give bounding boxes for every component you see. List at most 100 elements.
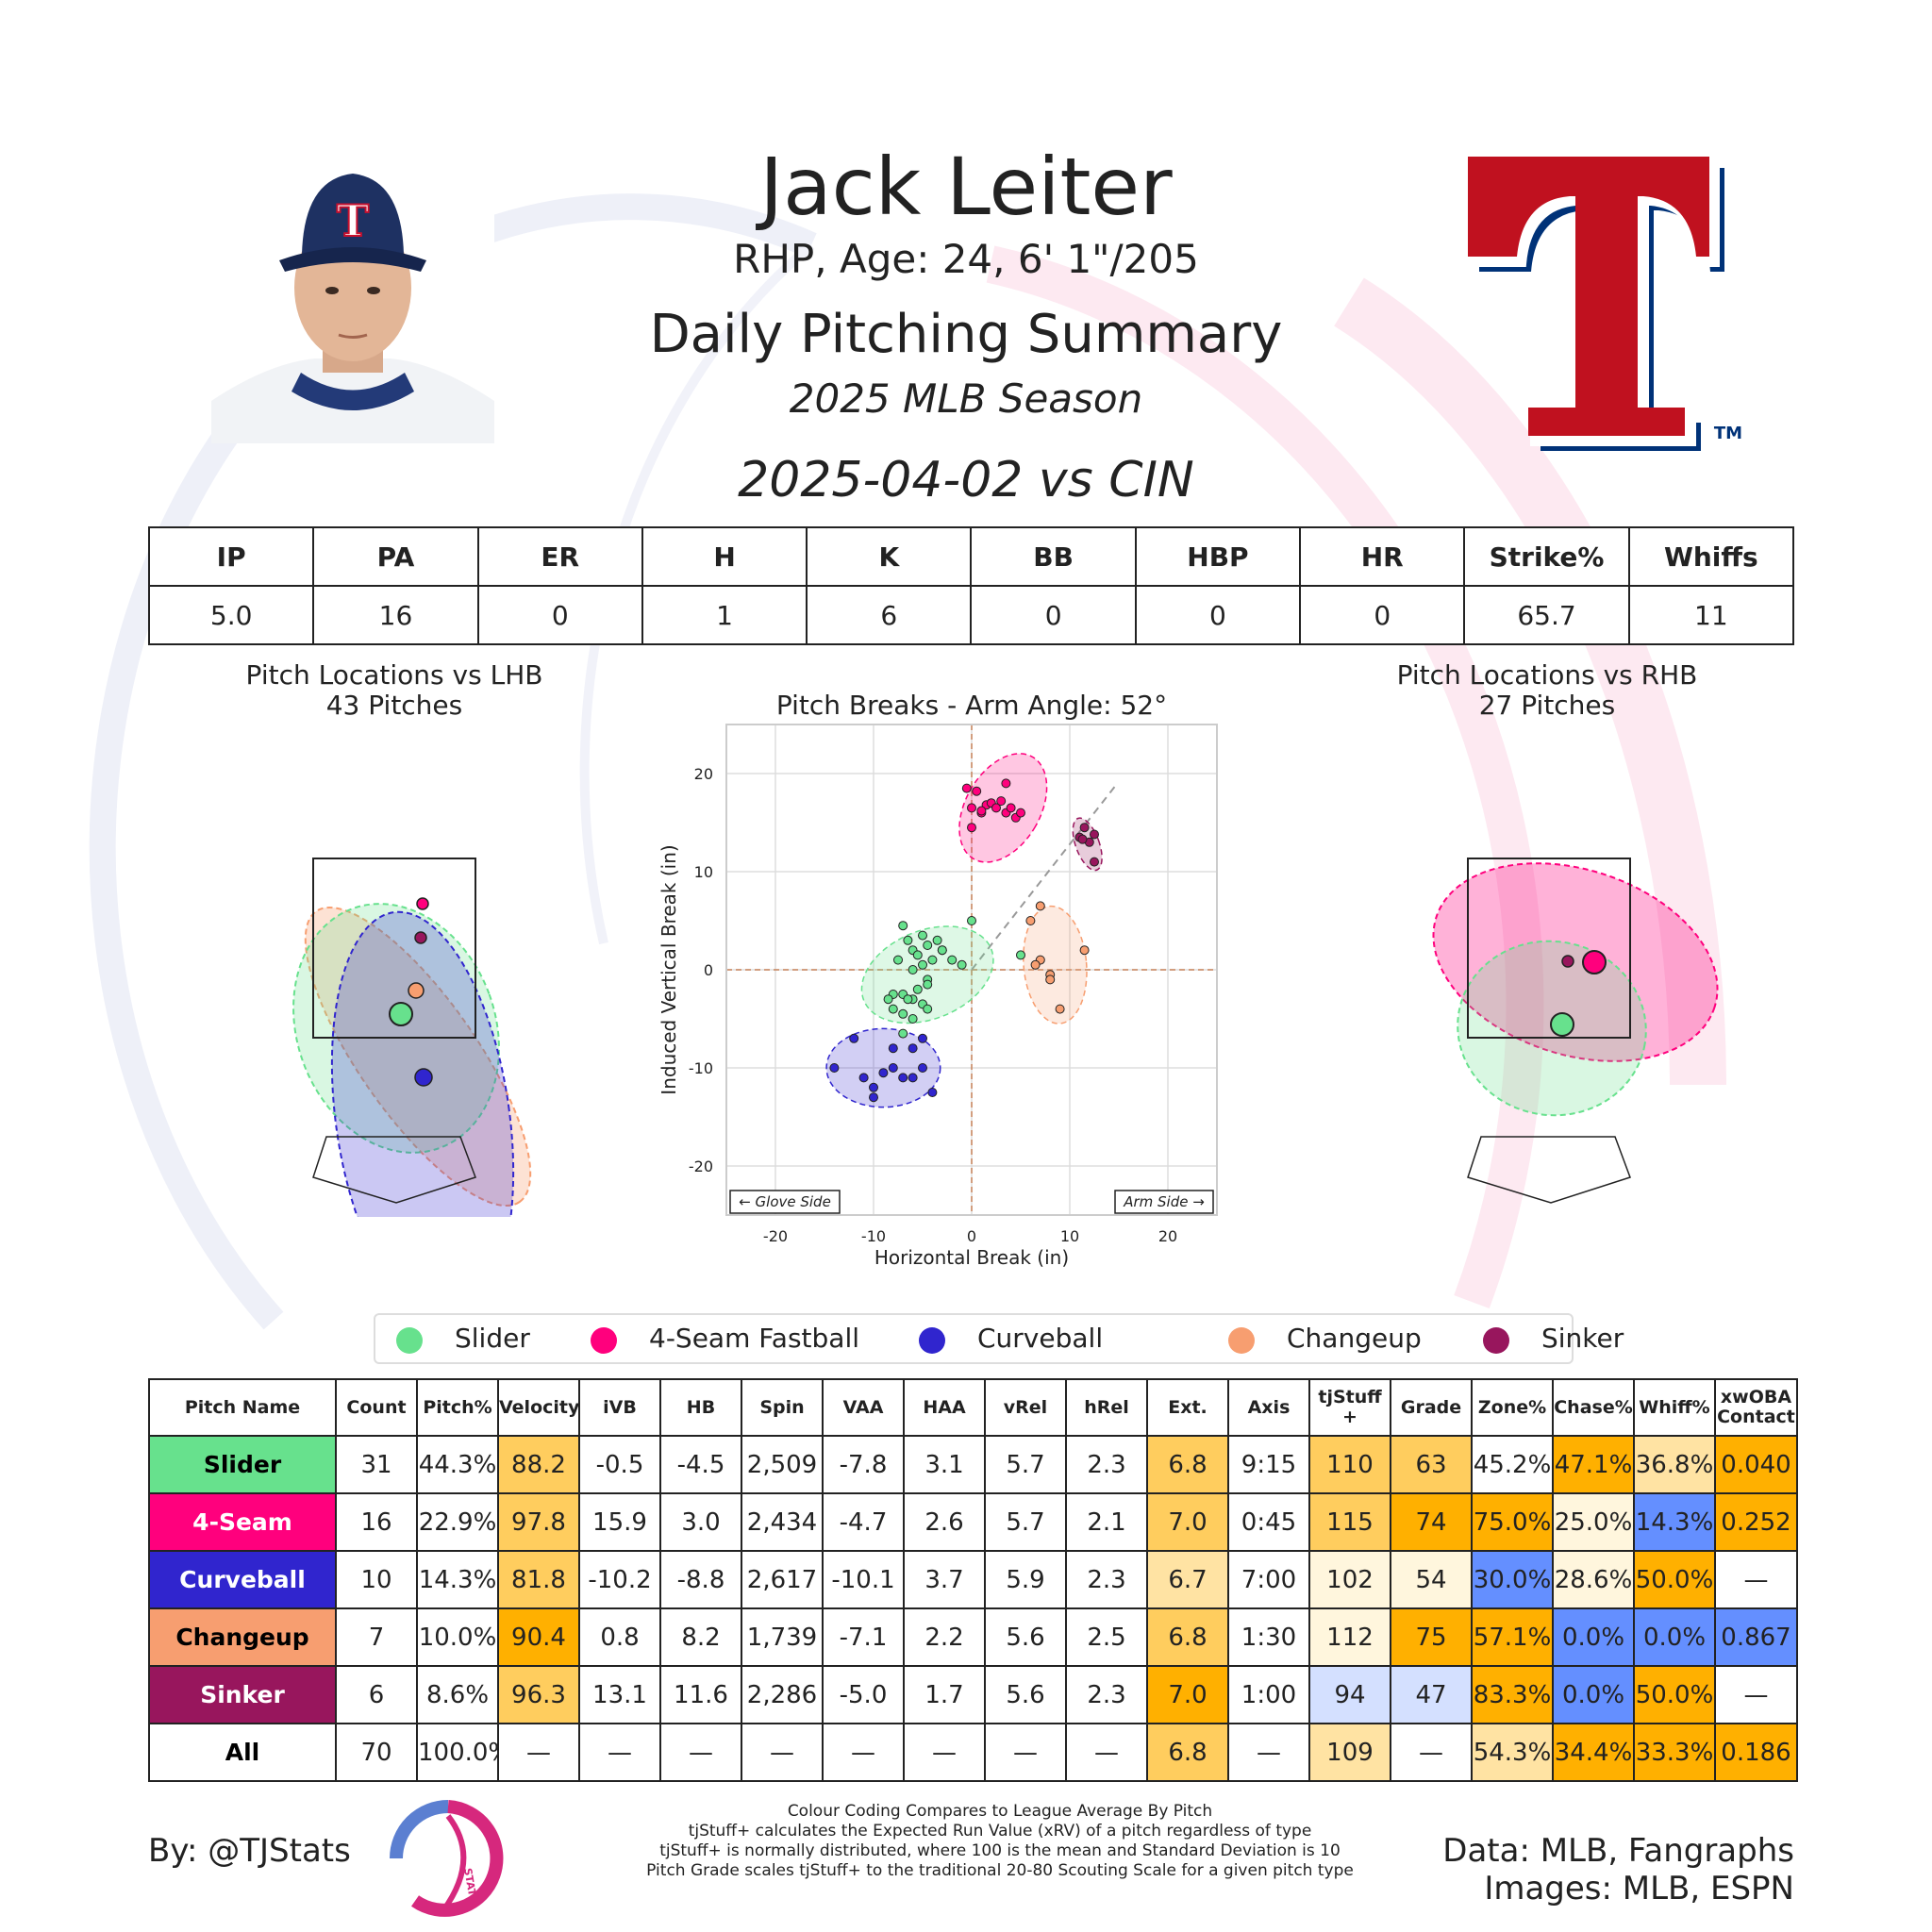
lhb-curveball-point (414, 1068, 433, 1087)
legend-label: 4-Seam Fastball (649, 1323, 860, 1354)
lhb-sinker-point (414, 931, 427, 944)
game-line-value-row: 5.0 16 0 1 6 0 0 0 65.7 11 (147, 585, 1795, 645)
pitch-metric-cell: 25.0% (1552, 1492, 1635, 1552)
pitch-metrics-table: Pitch Name Count Pitch% Velocity iVB HB Spin VA… (148, 1378, 1798, 1782)
changeup-break-point (1055, 1004, 1065, 1014)
slider-break-point (903, 994, 913, 1005)
pitch-metric-cell: 34.4% (1552, 1723, 1635, 1782)
pitch-metric-cell: 102 (1308, 1550, 1391, 1609)
pitch-table-header: hRel (1065, 1378, 1148, 1437)
player-name: Jack Leiter (759, 141, 1173, 233)
pitch-metric-cell: 50.0% (1633, 1550, 1716, 1609)
pitch-metric-cell: 16 (335, 1492, 418, 1552)
arm-side-box (1114, 1190, 1214, 1214)
pitch-metric-cell: 1.7 (903, 1665, 986, 1724)
slider-break-point (923, 941, 933, 950)
glove-side-box (729, 1190, 841, 1214)
pitch-metric-cell: 94 (1308, 1665, 1391, 1724)
lhb-count: 43 Pitches (325, 690, 463, 721)
x-axis-label: Horizontal Break (in) (874, 1246, 1069, 1269)
y-tick-label: -20 (689, 1158, 713, 1175)
pitch-table-header: HB (659, 1378, 742, 1437)
pitch-metric-cell: 45.2% (1471, 1435, 1554, 1494)
4-seam-fastball-break-point (1001, 778, 1011, 789)
game-line-header: H (641, 526, 808, 587)
legend-item: 4-Seam Fastball (591, 1315, 949, 1362)
game-line-value: 5.0 (147, 585, 315, 645)
slider-break-point (912, 984, 923, 994)
legend-swatch (396, 1327, 423, 1354)
legend-item: Changeup (1228, 1315, 1511, 1362)
pitch-metric-cell: 2.3 (1065, 1550, 1148, 1609)
changeup-break-ellipse (1023, 905, 1088, 1024)
pitch-metric-cell: — (822, 1723, 905, 1782)
pitch-table-header: Velocity (497, 1378, 580, 1437)
slider-break-ellipse (860, 925, 994, 1024)
pitch-metric-cell: 33.3% (1633, 1723, 1716, 1782)
slider-break-point (937, 945, 947, 956)
pitch-table-header: Pitch% (416, 1378, 499, 1437)
pitch-metric-cell: 88.2 (497, 1435, 580, 1494)
legend-label: Curveball (977, 1323, 1104, 1354)
pitch-metric-cell: 11.6 (659, 1665, 742, 1724)
curveball-break-point (927, 1088, 938, 1097)
lhb-slider-point (389, 1002, 413, 1026)
footer-notes: Colour Coding Compares to League Average… (623, 1802, 1377, 1881)
player-bio: RHP, Age: 24, 6' 1"/205 (733, 236, 1199, 282)
pitch-metric-cell: 100.0% (416, 1723, 499, 1782)
logo-tm: TM (1714, 424, 1742, 443)
player-headshot: T (211, 160, 494, 443)
curveball-break-point (918, 1063, 927, 1073)
pitch-metric-cell: 75 (1390, 1607, 1473, 1667)
4-seam-fastball-break-point (967, 803, 976, 813)
curveball-break-point (898, 1073, 908, 1083)
game-line-value: 0 (1134, 585, 1302, 645)
glove-side-label: ← Glove Side (739, 1193, 831, 1210)
lhb-4-seam-point (416, 897, 429, 910)
tjstats-logo-text: STATS (461, 1867, 479, 1904)
pitch-metric-cell: 63 (1390, 1435, 1473, 1494)
pitch-table-header: iVB (578, 1378, 661, 1437)
pitch-metric-cell: 2,434 (741, 1492, 824, 1552)
pitch-metric-cell: 0.0% (1633, 1607, 1716, 1667)
4-seam-fastball-break-point (991, 803, 1001, 813)
pitch-metric-cell: -7.1 (822, 1607, 905, 1667)
pitch-metric-cell: 5.9 (984, 1550, 1067, 1609)
slider-break-point (1016, 950, 1025, 960)
pitch-metric-cell: -10.1 (822, 1550, 905, 1609)
pitch-metric-cell: 2.3 (1065, 1435, 1148, 1494)
pitch-metric-cell: — (984, 1723, 1067, 1782)
slider-break-point (912, 950, 923, 960)
slider-break-point (893, 955, 903, 965)
x-tick-label: 10 (1060, 1227, 1079, 1245)
pitch-name-cell: Changeup (148, 1607, 337, 1667)
4-seam-fastball-break-point (1016, 808, 1025, 818)
rhb-slider-point (1550, 1012, 1574, 1037)
legend-label: Slider (455, 1323, 530, 1354)
chart-frame (725, 724, 1218, 1216)
pitch-metric-cell: 2,509 (741, 1435, 824, 1494)
pitch-metric-cell: 5.6 (984, 1607, 1067, 1667)
pitch-metric-cell: — (659, 1723, 742, 1782)
pitch-metric-cell: 112 (1308, 1607, 1391, 1667)
game-line-value: 0 (970, 585, 1137, 645)
slider-break-point (923, 1004, 933, 1014)
season-label: 2025 MLB Season (789, 375, 1143, 422)
game-label: 2025-04-02 vs CIN (738, 452, 1194, 508)
4-seam-fastball-break-point (996, 796, 1007, 807)
pitch-metric-cell: 6.7 (1146, 1550, 1229, 1609)
game-line-header: PA (312, 526, 479, 587)
pitch-metric-cell: — (741, 1723, 824, 1782)
pitch-name-cell: 4-Seam (148, 1492, 337, 1552)
curveball-break-point (869, 1092, 878, 1103)
pitch-table-header: Spin (741, 1378, 824, 1437)
changeup-break-point (1079, 945, 1090, 956)
pitch-metric-cell: 54 (1390, 1550, 1473, 1609)
pitch-metric-cell: — (1390, 1723, 1473, 1782)
pitch-metric-cell: 6.8 (1146, 1435, 1229, 1494)
slider-break-point (888, 1004, 898, 1014)
curveball-break-point (918, 1033, 927, 1043)
game-line-header: ER (476, 526, 643, 587)
y-tick-label: 0 (704, 961, 713, 979)
4-seam-fastball-break-point (967, 823, 976, 833)
